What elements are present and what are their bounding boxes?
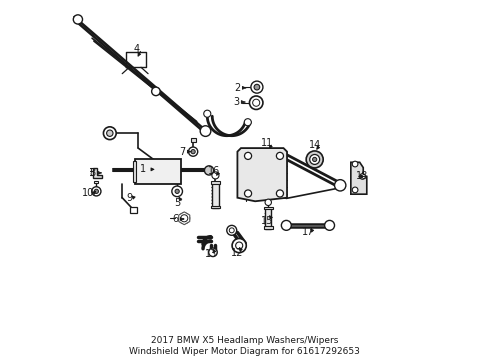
Circle shape (305, 151, 323, 168)
Bar (264, 207, 272, 209)
Circle shape (254, 84, 259, 90)
Text: 2: 2 (234, 83, 240, 93)
Bar (264, 208, 271, 229)
Circle shape (276, 190, 283, 197)
Circle shape (208, 248, 217, 257)
Text: 12: 12 (231, 248, 243, 258)
Circle shape (103, 127, 116, 140)
Text: 2017 BMW X5 Headlamp Washers/Wipers
Windshield Wiper Motor Diagram for 616172926: 2017 BMW X5 Headlamp Washers/Wipers Wind… (129, 336, 359, 356)
Circle shape (211, 172, 219, 179)
Circle shape (181, 215, 187, 222)
Text: 8: 8 (90, 168, 96, 178)
Circle shape (229, 228, 234, 233)
Text: 5: 5 (174, 198, 180, 208)
Circle shape (73, 15, 82, 24)
Circle shape (359, 174, 365, 179)
Circle shape (175, 189, 179, 193)
Circle shape (235, 242, 242, 249)
Circle shape (171, 186, 182, 197)
Circle shape (94, 189, 98, 193)
Polygon shape (350, 162, 366, 194)
Text: 10: 10 (81, 189, 94, 198)
Text: 3: 3 (233, 97, 239, 107)
Circle shape (244, 152, 251, 159)
Bar (210, 206, 220, 208)
Text: 16: 16 (208, 166, 220, 176)
Text: 13: 13 (204, 249, 217, 260)
Text: 15: 15 (261, 216, 273, 226)
Bar (264, 226, 272, 229)
Circle shape (188, 147, 197, 156)
Text: 9: 9 (126, 193, 132, 203)
Bar (133, 161, 136, 182)
Polygon shape (178, 212, 189, 225)
Text: 17: 17 (302, 228, 314, 238)
Circle shape (252, 99, 259, 106)
Circle shape (250, 81, 263, 93)
Text: 7: 7 (179, 147, 185, 157)
Circle shape (200, 126, 210, 136)
Circle shape (244, 119, 251, 126)
Bar (211, 183, 219, 208)
Text: 1: 1 (140, 165, 146, 174)
Bar (190, 138, 195, 142)
Circle shape (151, 87, 160, 96)
Circle shape (334, 180, 345, 191)
Circle shape (351, 187, 357, 193)
Bar (130, 207, 137, 213)
Bar (134, 159, 181, 184)
Circle shape (226, 225, 236, 235)
Circle shape (312, 157, 316, 162)
Circle shape (204, 166, 213, 175)
Circle shape (92, 187, 101, 196)
Circle shape (106, 130, 113, 136)
Circle shape (264, 199, 271, 206)
Circle shape (244, 190, 251, 197)
Text: 4: 4 (133, 44, 139, 54)
Bar (210, 181, 220, 184)
Circle shape (276, 152, 283, 159)
Text: 18: 18 (355, 171, 367, 181)
Circle shape (191, 149, 195, 154)
Circle shape (309, 154, 319, 165)
Circle shape (249, 96, 263, 109)
Circle shape (179, 213, 189, 224)
Text: 11: 11 (261, 138, 273, 148)
Polygon shape (93, 168, 102, 178)
Polygon shape (237, 148, 286, 201)
Circle shape (232, 238, 246, 253)
Circle shape (203, 110, 210, 117)
Text: 14: 14 (308, 140, 320, 149)
Bar (94, 181, 98, 183)
Circle shape (351, 161, 357, 167)
Circle shape (182, 216, 186, 221)
Circle shape (281, 220, 291, 230)
Circle shape (324, 220, 334, 230)
Text: 6: 6 (172, 214, 178, 224)
